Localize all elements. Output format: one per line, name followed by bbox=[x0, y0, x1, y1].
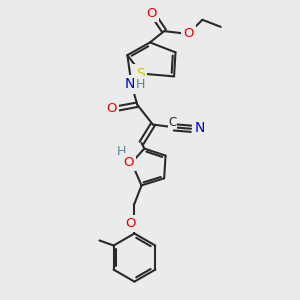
Text: C: C bbox=[169, 116, 177, 129]
Text: N: N bbox=[125, 77, 135, 91]
Text: O: O bbox=[125, 217, 135, 230]
Text: O: O bbox=[123, 156, 134, 169]
Text: O: O bbox=[106, 102, 116, 115]
Text: O: O bbox=[184, 27, 194, 40]
Text: S: S bbox=[136, 67, 145, 81]
Text: O: O bbox=[146, 7, 157, 20]
Text: H: H bbox=[117, 145, 126, 158]
Text: N: N bbox=[195, 121, 205, 135]
Text: H: H bbox=[136, 78, 145, 91]
